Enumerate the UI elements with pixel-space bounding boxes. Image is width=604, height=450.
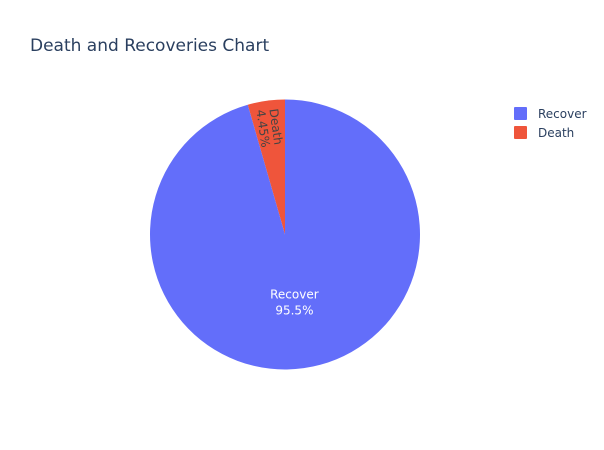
slice-label-recover-percent: 95.5%: [275, 303, 313, 317]
legend-item-recover[interactable]: Recover: [514, 107, 587, 121]
slice-label-death-name: Death: [266, 108, 285, 146]
slice-label-death-percent: 4.45%: [253, 109, 272, 149]
slice-label-recover-name: Recover: [270, 287, 319, 301]
legend[interactable]: Recover Death: [514, 107, 587, 140]
legend-item-death[interactable]: Death: [514, 126, 574, 140]
legend-swatch-death: [514, 126, 527, 139]
pie-slice-recover[interactable]: [150, 99, 420, 370]
legend-label-death: Death: [538, 126, 574, 140]
legend-swatch-recover: [514, 107, 527, 120]
legend-label-recover: Recover: [538, 107, 587, 121]
pie-slice-death[interactable]: [247, 99, 285, 235]
chart-title: Death and Recoveries Chart: [30, 36, 269, 56]
